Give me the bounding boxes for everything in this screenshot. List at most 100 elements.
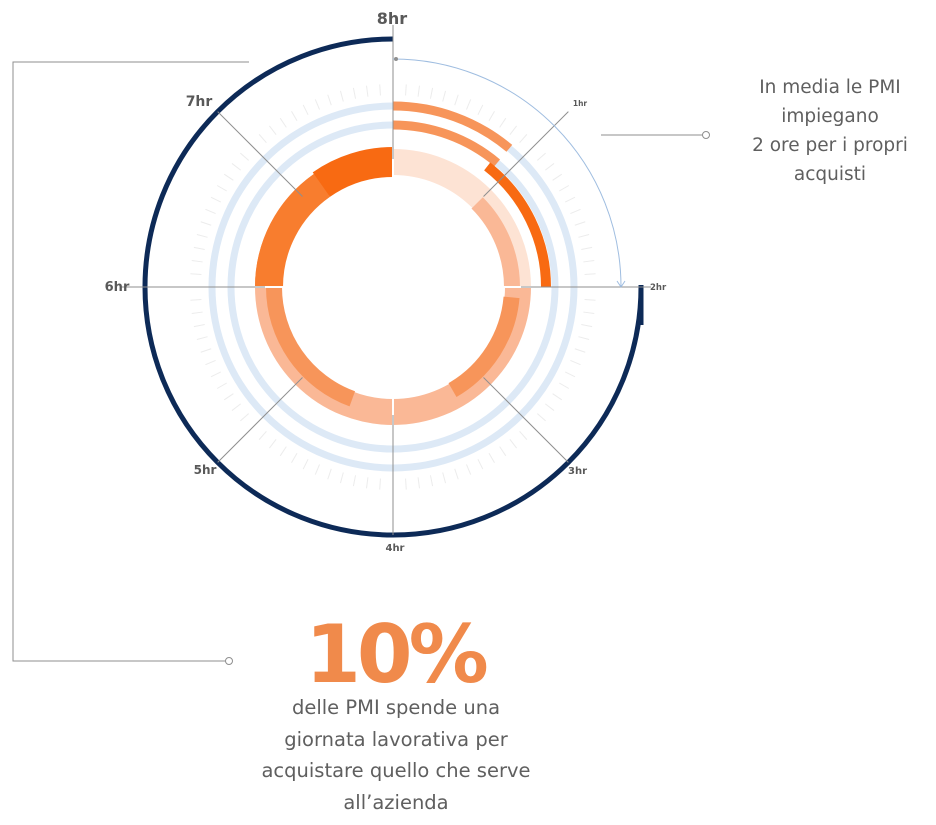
minute-tick [190,273,202,275]
hour-label-4: 4hr [385,543,404,554]
minute-ticks [190,84,596,490]
minute-tick [499,446,507,457]
minute-tick [519,431,528,440]
minute-tick [509,125,517,135]
orange-ring-overlay-outer [392,101,513,152]
minute-tick [327,94,332,106]
minute-tick [279,446,287,457]
minute-tick [454,468,459,480]
minute-tick [366,85,369,97]
minute-tick [327,468,332,480]
left-bracket-line [12,61,249,662]
hour-label-3: 3hr [568,466,587,477]
minute-tick [231,163,241,171]
minute-tick [279,117,287,128]
minute-tick [352,475,357,487]
callout-line: impiegano [781,106,879,127]
callout-line: 2 ore per i propri [752,135,908,156]
spoke-5hr [217,377,303,463]
minute-tick [545,163,555,171]
minute-tick [200,348,212,353]
orange-ring-overlay-inner [392,120,501,167]
minute-tick [583,260,595,263]
inner-donut-q4-dark [312,147,394,198]
stat-line: giornata lavorativa per [284,727,508,751]
minute-tick [193,323,205,328]
stat-line: all’azienda [343,790,449,814]
minute-tick [379,478,381,490]
minute-tick [537,152,546,161]
arrow-head [616,280,626,288]
hour-label-6: 6hr [105,280,130,295]
minute-tick [223,393,234,401]
minute-tick [442,90,447,102]
stat-description: delle PMI spende una giornata lavorativa… [228,692,564,818]
inner-donut-q2-band [448,296,520,397]
minute-tick [190,299,202,301]
minute-tick [191,260,203,263]
callout-connectors [12,57,710,665]
minute-tick [570,360,581,366]
minute-tick [564,371,576,378]
minute-tick [559,185,570,192]
spoke-7hr [217,111,303,197]
dark-orange-segment [484,162,551,288]
minute-tick [488,110,495,121]
minute-tick [570,208,581,214]
inner-donut-q1-band [471,197,520,288]
minute-tick [269,439,277,449]
inner-donut-q4-band [255,173,331,288]
minute-tick [379,84,381,96]
minute-tick [339,90,344,102]
minute-tick [205,208,216,214]
minute-tick [574,348,586,353]
minute-tick [537,413,546,422]
minute-tick [216,382,227,389]
minute-tick [499,117,507,128]
stat-percentage: 10% [305,608,488,701]
minute-tick [200,221,212,226]
minute-tick [191,311,203,314]
minute-tick [429,87,434,99]
minute-tick [269,125,277,135]
minute-tick [552,173,563,181]
minute-tick [454,94,459,106]
minute-tick [196,233,208,238]
minute-tick [574,221,586,226]
minute-tick [210,196,222,203]
spoke-1hr [483,111,569,197]
minute-tick [442,472,447,484]
minute-tick [519,134,528,143]
minute-tick [314,464,320,475]
minute-tick [223,173,234,181]
callout-line: In media le PMI [759,77,901,98]
minute-tick [405,478,407,490]
arrow-start-dot [394,57,398,61]
stat-line: acquistare quello che serve [261,759,531,782]
left-bracket-dot [225,657,233,665]
stat-line: delle PMI spende una [291,696,501,719]
inner-donut-q3-band [266,286,356,407]
minute-tick [210,371,222,378]
minute-tick [477,458,484,470]
minute-tick [205,360,216,366]
minute-tick [545,403,555,411]
minute-tick [584,273,596,275]
hour-spokes [121,25,651,535]
minute-tick [314,99,320,110]
minute-tick [258,431,267,440]
minute-tick [488,453,495,464]
callout-line: acquisti [793,164,867,185]
minute-tick [559,382,570,389]
minute-tick [578,336,590,341]
minute-tick [193,246,205,251]
minute-tick [231,403,241,411]
minute-tick [417,85,420,97]
hour-label-7: 7hr [186,94,213,110]
minute-tick [302,104,309,116]
hour-label-1: 1hr [573,99,588,108]
right-callout-dot [702,131,710,139]
hour-labels: 1hr 2hr 3hr 4hr 5hr 6hr 7hr 8hr [105,9,667,554]
minute-tick [366,477,369,489]
